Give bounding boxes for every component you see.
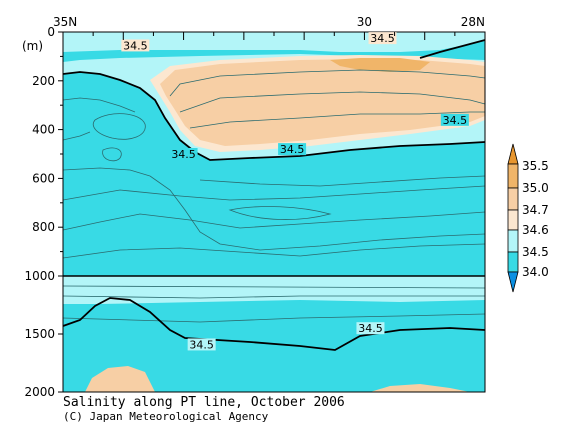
contour-label-bg — [278, 143, 307, 156]
y-tick-label: 0 — [47, 25, 55, 39]
y-tick-label: 400 — [32, 123, 55, 137]
legend-label: 34.6 — [522, 223, 549, 237]
y-axis: 0 200 400 600 800 1000 1500 2000 — [24, 25, 63, 399]
legend-swatch — [507, 229, 519, 253]
contour-label-bg — [440, 113, 469, 126]
legend-arrow-bottom — [507, 271, 519, 293]
contour-label: 34.5 — [123, 39, 148, 52]
legend-swatch — [507, 209, 519, 231]
contour-labels: 34.5 34.5 34.5 34.5 34.5 34.5 34.5 — [121, 32, 469, 351]
y-axis-unit: (m) — [22, 39, 43, 53]
region-34-7-35-0 — [160, 59, 485, 146]
legend-label: 34.0 — [522, 265, 549, 279]
legend-label: 34.7 — [522, 203, 549, 217]
y-tick-label: 200 — [32, 74, 55, 88]
contour-label-bg — [368, 32, 397, 45]
contour-label: 34.5 — [370, 32, 395, 45]
y-tick-label: 1000 — [24, 269, 55, 283]
y-tick-label: 800 — [32, 220, 55, 234]
x-tick-label: 30 — [357, 15, 372, 29]
x-tick-label: 28N — [461, 15, 485, 29]
region-deep-bump-left — [85, 366, 155, 392]
contour-label-bg — [356, 322, 385, 335]
x-tick-label: 35N — [53, 15, 77, 29]
legend-swatch — [507, 187, 519, 211]
color-legend: 35.5 35.0 34.7 34.6 34.5 34.0 — [507, 143, 549, 293]
thin-contours — [62, 69, 486, 323]
contour-label: 34.5 — [280, 143, 305, 156]
legend-label: 35.5 — [522, 159, 549, 173]
x-axis: 35N 30 28N — [53, 15, 486, 40]
contour-label: 34.5 — [189, 338, 214, 351]
contour-label-bg — [169, 148, 198, 160]
chart-credit: (C) Japan Meteorological Agency — [63, 410, 269, 423]
y-tick-label: 2000 — [24, 385, 55, 399]
contour-34-5-lines — [62, 39, 486, 351]
legend-swatch — [507, 251, 519, 273]
region-deep-bump-right — [370, 384, 470, 392]
region-35-0-35-5 — [330, 58, 430, 72]
y-tick-label: 600 — [32, 171, 55, 185]
contour-label: 34.5 — [171, 148, 196, 161]
legend-label: 35.0 — [522, 181, 549, 195]
y-tick-label: 1500 — [24, 327, 55, 341]
region-34-5-34-6-deep — [63, 276, 485, 304]
legend-swatch — [507, 163, 519, 189]
plot-area — [62, 31, 486, 393]
contour-label-bg — [187, 338, 216, 351]
contour-label: 34.5 — [443, 114, 468, 127]
legend-label: 34.5 — [522, 245, 549, 259]
chart-title: Salinity along PT line, October 2006 — [63, 395, 345, 410]
legend-arrow-top — [507, 143, 519, 165]
contour-label: 34.5 — [358, 322, 383, 335]
contour-label-bg — [121, 39, 150, 52]
